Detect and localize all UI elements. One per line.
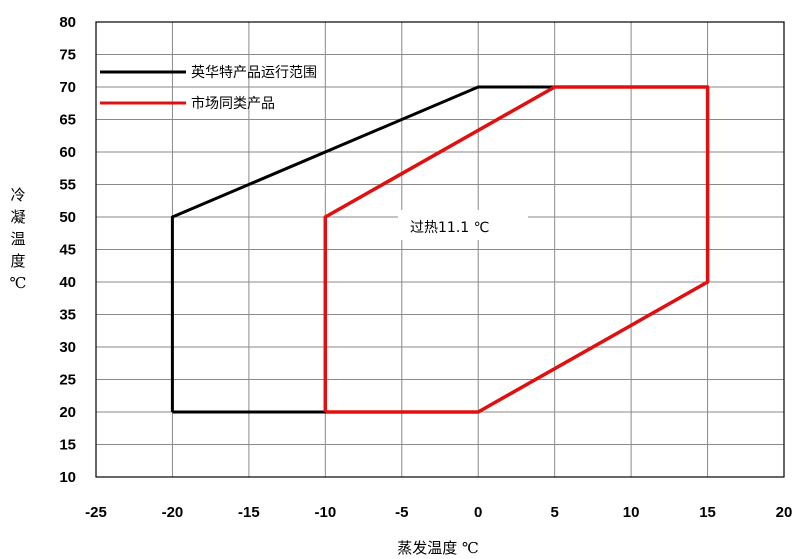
legend-label-series-1: 英华特产品运行范围 [191,64,317,81]
y-tick-label: 65 [59,112,76,129]
legend: 英华特产品运行范围 市场同类产品 [100,64,317,112]
grid-lines [95,21,785,478]
y-tick-label: 80 [59,14,76,31]
plot-frame [95,21,785,478]
y-axis-label: 冷凝温度℃ [10,186,27,292]
x-tick-label: 20 [776,504,793,521]
y-tick-label: 20 [59,404,76,421]
annotation-superheat: 过热11.1 ℃ [410,220,489,236]
y-tick-label: 10 [59,469,76,486]
x-tick-labels: -25 -20 -15 -10 -5 0 5 10 15 20 [85,504,792,521]
y-tick-label: 30 [59,339,76,356]
x-tick-label: 10 [623,504,640,521]
y-tick-label: 60 [59,144,76,161]
x-tick-label: -20 [162,504,184,521]
y-tick-label: 50 [59,209,76,226]
x-axis-label: 蒸发温度 ℃ [397,539,479,557]
x-tick-label: -5 [395,504,408,521]
y-tick-label: 25 [59,372,76,389]
x-tick-label: -15 [238,504,260,521]
y-tick-label: 35 [59,307,76,324]
y-tick-label: 15 [59,437,76,454]
y-tick-label: 75 [59,47,76,64]
series-line-2 [323,85,710,414]
x-tick-label: -10 [314,504,336,521]
x-tick-label: 15 [699,504,716,521]
y-tick-labels: 10 15 20 25 30 35 40 45 50 55 60 65 70 75 80 [59,14,76,486]
x-tick-label: 5 [550,504,558,521]
x-tick-label: -25 [85,504,107,521]
y-tick-label: 45 [59,242,76,259]
y-tick-label: 40 [59,274,76,291]
x-tick-label: 0 [474,504,482,521]
y-tick-label: 55 [59,177,76,194]
series-layer [170,85,710,414]
y-tick-label: 70 [59,79,76,96]
annotation-box [398,210,528,240]
legend-label-series-2: 市场同类产品 [191,95,275,112]
